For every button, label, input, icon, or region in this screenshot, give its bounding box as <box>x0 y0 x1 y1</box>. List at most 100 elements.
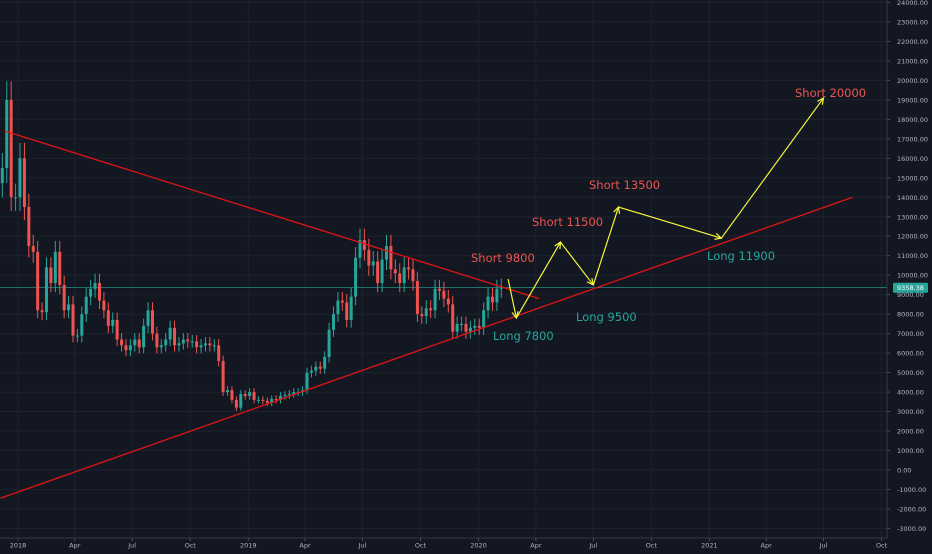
candle-body <box>455 323 459 332</box>
candle <box>256 396 260 404</box>
candle-body <box>150 310 154 334</box>
y-tick-label: 10000.00 <box>897 272 928 280</box>
annotation-short-label[interactable]: Short 13500 <box>589 178 660 192</box>
candle-body <box>380 259 384 283</box>
candle-body <box>27 207 31 246</box>
candle <box>318 361 322 374</box>
candle-body <box>292 392 296 395</box>
candle-body <box>499 287 503 289</box>
candle-body <box>14 197 18 199</box>
annotation-short-label[interactable]: Short 9800 <box>471 251 535 265</box>
candle <box>80 306 84 343</box>
candle <box>146 302 150 334</box>
candle <box>97 273 101 309</box>
candle <box>420 306 424 324</box>
candle <box>411 259 415 291</box>
projection-path <box>507 96 825 320</box>
candle-body <box>239 394 243 408</box>
y-tick-label: 21000.00 <box>897 57 928 65</box>
time-axis-panel[interactable] <box>0 538 932 550</box>
candle-body <box>389 245 393 270</box>
annotation-short-label[interactable]: Short 11500 <box>532 215 603 229</box>
candle-body <box>420 314 424 317</box>
y-tick-label: 12000.00 <box>897 233 928 241</box>
y-tick-label: 11000.00 <box>897 252 928 260</box>
candle-body <box>398 273 402 283</box>
candle-body <box>305 372 309 391</box>
candle <box>248 388 252 400</box>
projection-segment[interactable] <box>560 241 594 286</box>
annotation-long-label[interactable]: Long 7800 <box>493 329 554 343</box>
candle <box>226 386 230 396</box>
candle <box>75 328 79 343</box>
candle <box>345 294 349 328</box>
candle <box>415 271 419 322</box>
candle-body <box>115 320 119 340</box>
candle <box>446 290 450 313</box>
x-tick-label: Oct <box>415 542 427 550</box>
time-axis: 2018 Apr Jul Oct 2019 Apr Jul Oct 2020 Apr Jul Oct 2… <box>10 538 888 550</box>
annotation-long-label[interactable]: Long 9500 <box>576 310 637 324</box>
candle <box>199 339 203 354</box>
annotation-long-label[interactable]: Long 11900 <box>707 249 775 263</box>
candle-body <box>446 298 450 305</box>
candle-body <box>393 269 397 274</box>
candle-body <box>482 310 486 328</box>
candle-body <box>146 310 150 326</box>
candle <box>323 351 327 374</box>
x-tick-label: Jul <box>357 542 366 550</box>
candle <box>186 332 190 348</box>
candle-body <box>49 267 53 283</box>
candle <box>384 234 388 271</box>
trendline-descending-resistance[interactable] <box>4 130 540 300</box>
x-tick-label: Apr <box>761 542 773 550</box>
candle-body <box>22 158 26 208</box>
x-tick-label: Apr <box>299 542 311 550</box>
annotation-short-label[interactable]: Short 20000 <box>795 86 866 100</box>
candle-body <box>429 308 433 311</box>
x-tick-label: Jul <box>819 542 828 550</box>
candle-body <box>217 345 221 361</box>
candle-body <box>173 327 177 346</box>
candle-body <box>124 345 128 351</box>
candle <box>181 332 185 350</box>
trendline-ascending-support[interactable] <box>0 196 853 499</box>
candle <box>67 296 71 319</box>
candle-body <box>283 395 287 397</box>
candle <box>115 312 119 347</box>
y-tick-label: 1000.00 <box>897 447 924 455</box>
candle-body <box>332 314 336 330</box>
x-tick-label: 2019 <box>240 542 257 550</box>
candle-body <box>495 288 499 303</box>
candle <box>217 339 221 367</box>
candle-body <box>473 325 477 328</box>
candle-body <box>252 392 256 400</box>
y-tick-label: 13000.00 <box>897 213 928 221</box>
candle <box>84 287 88 322</box>
candle-body <box>133 339 137 346</box>
candle <box>89 279 93 306</box>
projection-segment[interactable] <box>592 206 620 286</box>
candle <box>389 234 393 280</box>
x-tick-label: Jul <box>588 542 597 550</box>
candle-body <box>203 343 207 346</box>
projection-segment[interactable] <box>507 278 517 319</box>
y-tick-label: 0.00 <box>897 467 911 475</box>
y-tick-label: 22000.00 <box>897 38 928 46</box>
candle-body <box>279 395 283 400</box>
candle-body <box>67 304 71 311</box>
projection-segment[interactable] <box>720 97 825 239</box>
candle-body <box>490 296 494 303</box>
y-tick-label: -2000.00 <box>897 505 926 513</box>
projection-segment[interactable] <box>515 241 562 319</box>
candle-body <box>248 392 252 396</box>
price-axis-panel[interactable] <box>887 0 932 550</box>
candle-body <box>190 341 194 343</box>
projection-segment[interactable] <box>618 206 722 239</box>
candle <box>111 312 115 334</box>
y-tick-label: -1000.00 <box>897 486 926 494</box>
candle <box>362 228 366 261</box>
y-tick-label: 6000.00 <box>897 350 924 358</box>
